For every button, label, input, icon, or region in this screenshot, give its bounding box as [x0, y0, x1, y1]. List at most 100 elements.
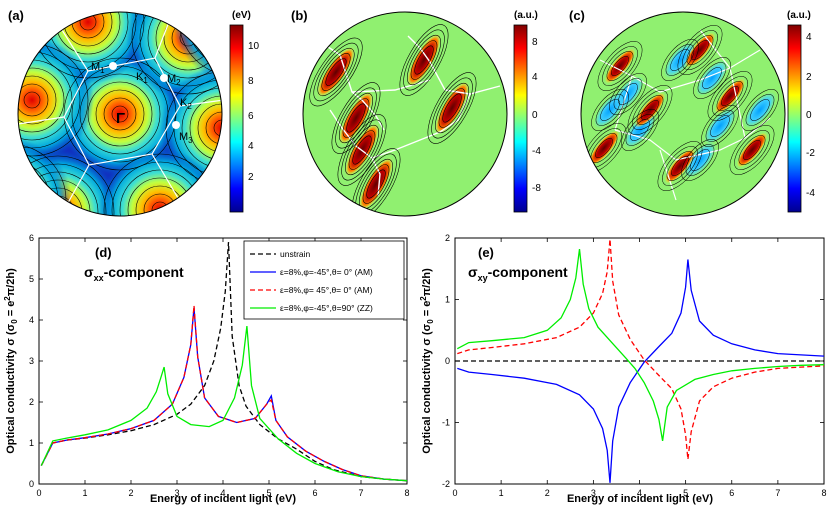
x-tick-label: 5: [683, 488, 688, 498]
y-tick-label: 0: [29, 479, 34, 489]
conductivity-lobe-negative: [744, 92, 776, 128]
contour-line: [671, 156, 689, 176]
colorbar-c: [787, 24, 802, 213]
conductivity-lobe-negative: [696, 60, 728, 96]
contour-line: [729, 125, 775, 175]
x-tick-label: 8: [404, 488, 409, 498]
colorbar-a-ticks: 10 8 6 4 2: [248, 41, 260, 183]
k2-label: K2: [180, 97, 192, 111]
x-tick-label: 6: [312, 488, 317, 498]
colorbar-b-tick: 0: [532, 110, 538, 121]
x-tick-label: 0: [36, 488, 41, 498]
contour-line: [335, 87, 377, 149]
contour-line: [362, 164, 390, 204]
contour-line: [427, 72, 477, 144]
contour-line: [410, 40, 438, 80]
chart-d-sigma-xx: 0 1 2 3 4 5 6 7 8 0 1 2 3 4 5 6 (d) σxx-component unstr…: [3, 233, 410, 505]
contour-line: [595, 94, 625, 126]
conductivity-lobe-negative: [704, 108, 736, 144]
contour-line: [348, 130, 376, 170]
contour-line: [147, 12, 222, 79]
colorbar-c-ticks: 4 2 0 -2 -4: [806, 32, 815, 199]
x-tick-label: 2: [128, 488, 133, 498]
contour-line: [309, 37, 363, 107]
k1-label: K1: [136, 71, 148, 85]
contour-line: [95, 89, 145, 139]
contour-line: [602, 46, 638, 86]
contour-line: [681, 139, 719, 181]
y-tick-label: 0: [445, 356, 450, 366]
contour-line: [745, 94, 775, 126]
contour-line: [197, 103, 222, 153]
contour-line: [139, 12, 222, 87]
contour-line: [591, 89, 629, 131]
y-tick-label: 3: [29, 356, 34, 366]
contour-line: [657, 141, 703, 191]
colorbar-b-tick: -4: [532, 146, 541, 157]
chart-e-ylabel: Optical conductivity σ (σ0 = e2π/2h): [419, 268, 435, 454]
contour-line: [611, 56, 629, 76]
panel-a-label: (a): [8, 8, 24, 23]
contour-line: [609, 73, 647, 115]
contour-line: [702, 67, 722, 89]
conductivity-lobe-positive: [604, 48, 636, 84]
contour-line: [636, 95, 664, 125]
chart-e-sigma-xy: 0 1 2 3 4 5 6 7 8 -2 -1 0 1 2 (e) σxy-component Energ…: [419, 233, 827, 505]
legend-entry: ε=8%,φ=-45°,θ= 0° (AM): [280, 267, 373, 277]
contour-line: [743, 140, 761, 160]
contour-line: [686, 35, 714, 65]
colorbar-a-tick: 4: [248, 141, 254, 152]
contour-line: [331, 82, 381, 154]
x-tick-label: 7: [775, 488, 780, 498]
contour-line: [339, 92, 373, 144]
contour-line: [435, 82, 469, 134]
y-tick-label: -1: [442, 418, 450, 428]
contour-line: [641, 100, 659, 120]
chart-e-panel-label: (e): [478, 245, 494, 260]
x-tick-label: 1: [82, 488, 87, 498]
contour-line: [712, 76, 748, 116]
colorbar-b-ticks: 8 4 0 -4 -8: [532, 37, 541, 194]
contour-line: [103, 97, 137, 131]
contour-line: [661, 39, 699, 81]
y-tick-label: 2: [445, 233, 450, 243]
x-tick-label: 3: [591, 488, 596, 498]
colorbar-c-tick: -2: [806, 148, 815, 159]
panel-c-label: (c): [569, 8, 585, 23]
contour-line: [738, 135, 766, 165]
contour-line: [600, 99, 620, 121]
contour-line: [337, 114, 387, 186]
contour-line: [181, 87, 222, 169]
contour-line: [677, 25, 723, 75]
contour-line: [750, 99, 770, 121]
m1-point: [109, 62, 117, 70]
xx-contour-map: [303, 12, 507, 216]
contour-line: [403, 29, 445, 91]
contour-line: [399, 24, 449, 96]
contour-line: [79, 73, 161, 155]
conductivity-lobe-positive: [714, 78, 746, 114]
y-tick-label: 6: [29, 233, 34, 243]
chart-d-legend: unstrain ε=8%,φ=-45°,θ= 0° (AM) ε=8%,φ= 45…: [243, 240, 405, 320]
contour-line: [341, 119, 383, 181]
conductivity-lobe-positive: [634, 92, 666, 128]
x-tick-label: 1: [499, 488, 504, 498]
contour-line: [682, 30, 718, 70]
colorbar-c-tick: 4: [806, 32, 812, 43]
colorbar-b-tick: 4: [532, 72, 538, 83]
contour-line: [606, 51, 634, 81]
contour-line: [442, 93, 462, 123]
x-tick-label: 7: [358, 488, 363, 498]
m3-label: M3: [179, 131, 193, 145]
y-tick-label: 1: [445, 295, 450, 305]
panel-a: (a) M1 K1 M2 K2 M3 Γ (: [8, 8, 260, 217]
colorbar-c-tick: 0: [806, 110, 812, 121]
series-line-1: [457, 259, 825, 483]
contour-line: [414, 45, 434, 75]
conductivity-lobe-positive: [684, 32, 716, 68]
contour-line: [625, 114, 655, 146]
x-tick-label: 2: [545, 488, 550, 498]
chart-d-xlabel: Energy of incident light (eV): [150, 493, 296, 505]
colorbar-b-tick: 8: [532, 37, 538, 48]
